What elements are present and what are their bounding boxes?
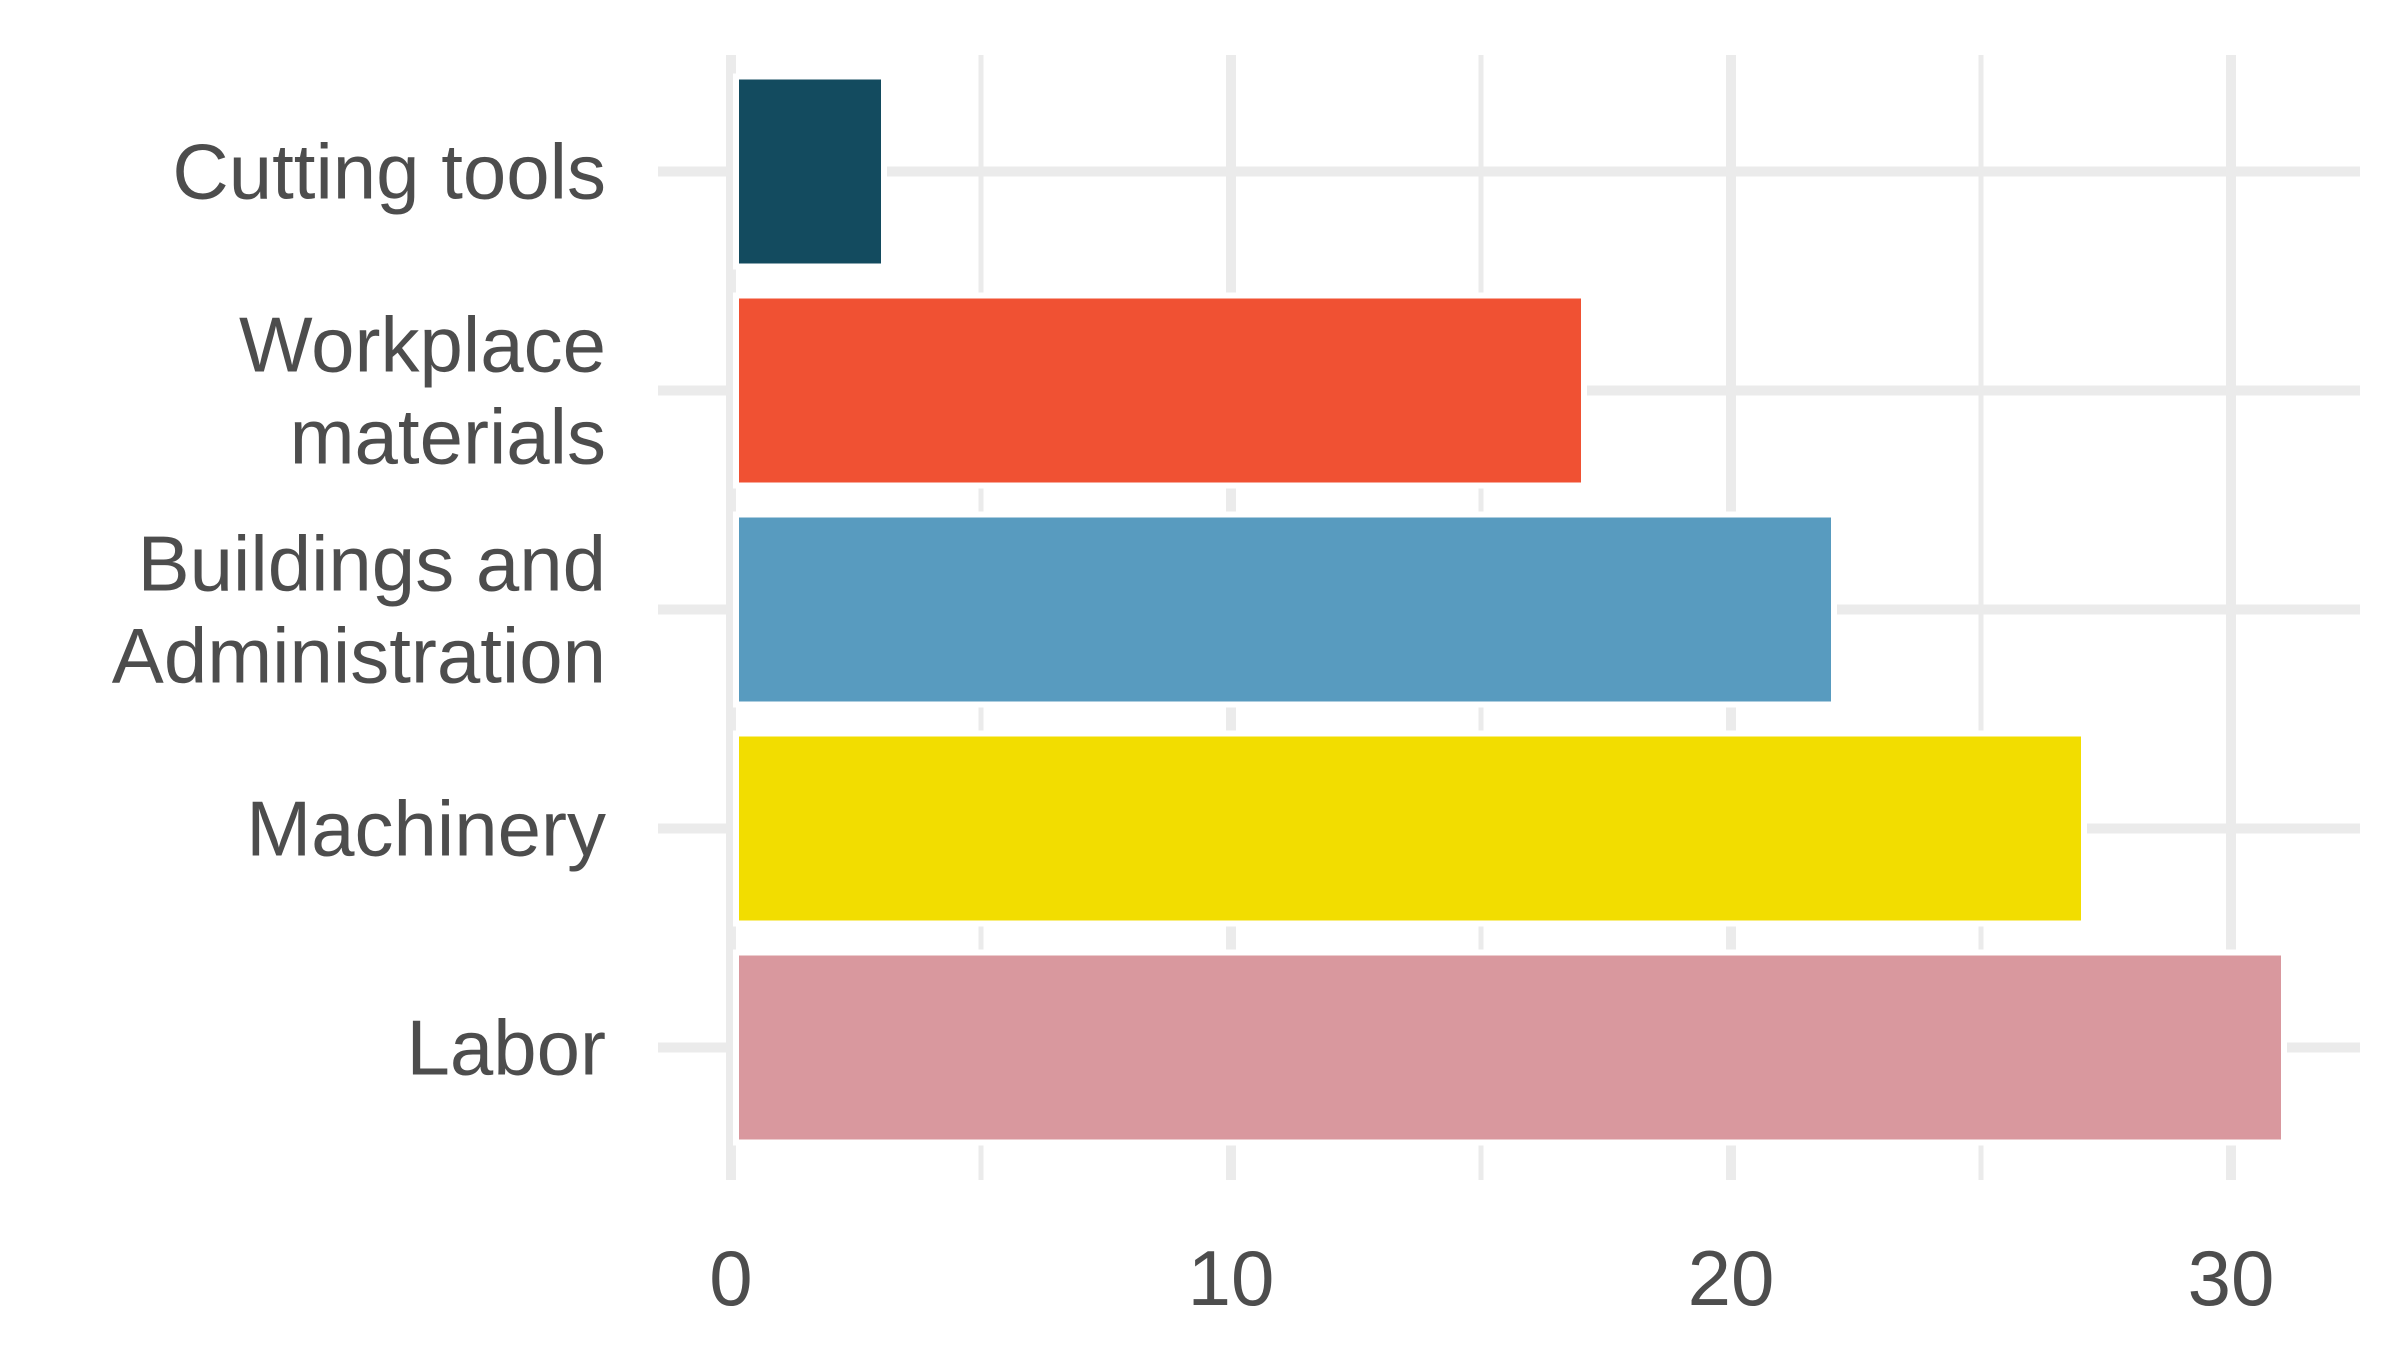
bar bbox=[739, 79, 881, 264]
y-tick-label-line: Workplace bbox=[239, 301, 606, 389]
y-tick-label-line: Labor bbox=[407, 1004, 607, 1092]
bar bbox=[739, 517, 1831, 702]
bar-group bbox=[733, 73, 2287, 1146]
x-axis-labels: 0 10 20 30 bbox=[709, 1234, 2274, 1322]
y-tick-label: Workplace materials bbox=[239, 301, 606, 481]
x-tick-label: 0 bbox=[709, 1234, 752, 1322]
y-tick-label: Machinery bbox=[246, 785, 606, 873]
x-tick-label: 20 bbox=[1688, 1234, 1775, 1322]
y-tick-label-line: Administration bbox=[112, 612, 606, 700]
y-tick-label-line: Buildings and bbox=[138, 520, 606, 608]
bar bbox=[739, 298, 1581, 483]
bar bbox=[739, 955, 2281, 1140]
y-tick-label: Buildings and Administration bbox=[112, 520, 606, 700]
y-axis-labels: Cutting tools Workplace materials Buildings… bbox=[112, 128, 606, 1092]
bar bbox=[739, 736, 2081, 921]
y-tick-label-line: Cutting tools bbox=[172, 128, 606, 216]
y-tick-label-line: Machinery bbox=[246, 785, 606, 873]
x-tick-label: 10 bbox=[1188, 1234, 1275, 1322]
y-tick-label: Cutting tools bbox=[172, 128, 606, 216]
x-tick-label: 30 bbox=[2188, 1234, 2275, 1322]
y-tick-label-line: materials bbox=[290, 393, 606, 481]
y-tick-label: Labor bbox=[407, 1004, 607, 1092]
